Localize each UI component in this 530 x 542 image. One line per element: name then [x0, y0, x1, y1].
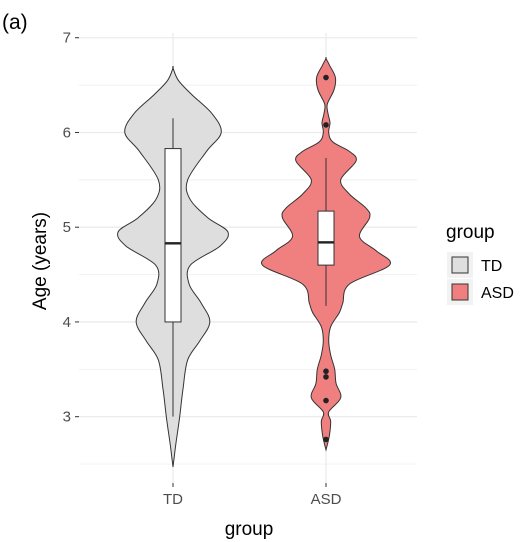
violin-group-asd	[260, 57, 392, 452]
y-tick-label: 5	[63, 219, 71, 236]
legend-label-td: TD	[481, 258, 502, 275]
axes: 3 4 5 6 7 TD ASD	[63, 30, 342, 508]
y-tick-label: 3	[63, 409, 71, 426]
iqr-box	[164, 148, 182, 323]
violin-group-td	[117, 66, 229, 467]
outlier-point	[323, 397, 329, 404]
iqr-box	[317, 210, 335, 266]
y-axis-title: Age (years)	[30, 212, 51, 310]
outlier-point	[323, 374, 329, 380]
panel-label: (a)	[2, 11, 28, 34]
legend-label-asd: ASD	[481, 285, 514, 302]
outlier-point	[323, 74, 329, 81]
x-tick-label: TD	[163, 491, 183, 508]
legend-title: group	[446, 222, 495, 243]
outlier-point	[323, 436, 329, 443]
legend-swatch-asd	[451, 283, 469, 301]
violin-layer	[117, 57, 392, 467]
y-tick-label: 6	[63, 124, 71, 141]
legend-swatch-td	[451, 256, 469, 274]
x-axis-title: group	[225, 519, 274, 540]
outlier-point	[323, 122, 329, 128]
y-tick-label: 4	[63, 314, 71, 331]
outlier-point	[323, 368, 329, 375]
legend: group TD ASD	[446, 222, 514, 305]
y-tick-label: 7	[63, 30, 71, 47]
x-tick-label: ASD	[311, 491, 342, 508]
